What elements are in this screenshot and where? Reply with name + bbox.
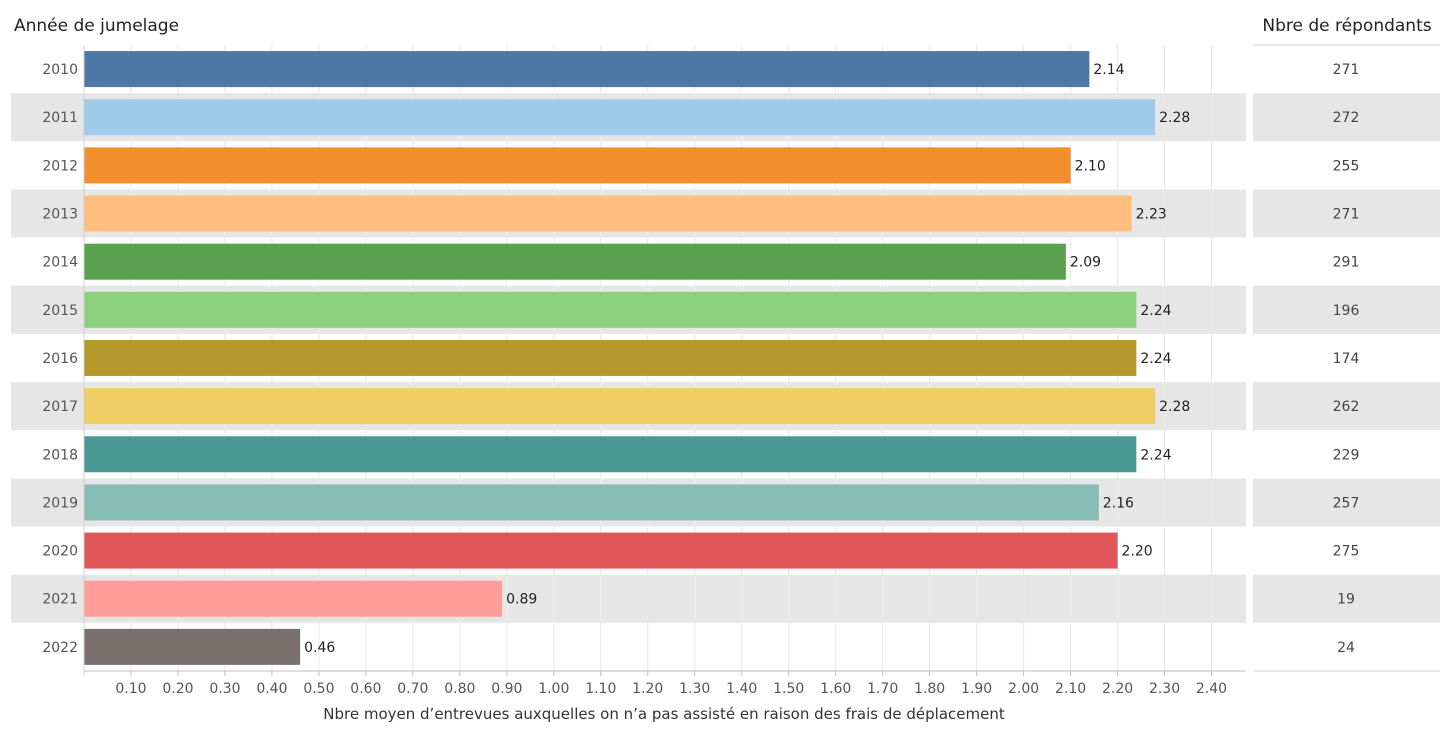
x-axis-title: Nbre moyen d’entrevues auxquelles on n’a…	[323, 705, 1005, 723]
value-label: 2.28	[1159, 399, 1190, 415]
respondents-count: 255	[1333, 158, 1360, 174]
x-tick-label: 1.00	[538, 681, 569, 697]
respondents-count: 271	[1333, 207, 1360, 223]
respondents-count: 196	[1333, 303, 1360, 319]
x-tick-label: 2.20	[1102, 681, 1133, 697]
bar-2016	[84, 339, 1137, 376]
year-label: 2014	[42, 255, 78, 271]
x-tick-label: 1.60	[820, 681, 851, 697]
value-label: 2.24	[1140, 447, 1171, 463]
row-header-title: Année de jumelage	[14, 16, 180, 36]
x-tick-label: 2.30	[1149, 681, 1180, 697]
respondents-count: 272	[1333, 110, 1360, 126]
x-tick-label: 0.80	[444, 681, 475, 697]
year-label: 2015	[42, 303, 78, 319]
bar-2013	[84, 195, 1132, 232]
respondents-count: 262	[1333, 399, 1360, 415]
respondents-count: 257	[1333, 495, 1360, 511]
x-tick-label: 1.20	[632, 681, 663, 697]
value-label: 2.24	[1140, 303, 1171, 319]
year-label: 2018	[42, 447, 78, 463]
count-band	[1253, 93, 1440, 142]
bar-2021	[84, 580, 503, 617]
count-band	[1253, 574, 1440, 623]
year-label: 2019	[42, 495, 78, 511]
x-tick-label: 0.30	[209, 681, 240, 697]
respondents-count: 275	[1333, 544, 1360, 560]
respondents-count: 24	[1337, 640, 1355, 656]
value-label: 2.16	[1103, 495, 1134, 511]
bar-2010	[84, 51, 1090, 88]
bar-2012	[84, 147, 1071, 184]
year-label: 2022	[42, 640, 78, 656]
count-band	[1253, 189, 1440, 238]
respondents-count: 271	[1333, 62, 1360, 78]
x-tick-label: 0.20	[162, 681, 193, 697]
x-tick-label: 1.80	[914, 681, 945, 697]
count-band	[1253, 382, 1440, 431]
x-tick-label: 2.40	[1196, 681, 1227, 697]
x-tick-label: 0.50	[303, 681, 334, 697]
x-tick-label: 1.50	[773, 681, 804, 697]
value-label: 0.89	[506, 592, 537, 608]
x-tick-label: 0.90	[491, 681, 522, 697]
year-label: 2020	[42, 544, 78, 560]
x-tick-label: 0.10	[115, 681, 146, 697]
year-label: 2010	[42, 62, 78, 78]
bars	[84, 51, 1156, 665]
bar-2022	[84, 628, 301, 665]
bar-2019	[84, 484, 1099, 521]
value-label: 2.28	[1159, 110, 1190, 126]
bar-2014	[84, 243, 1066, 280]
year-label: 2013	[42, 207, 78, 223]
x-tick-label: 1.10	[585, 681, 616, 697]
value-label: 0.46	[304, 640, 335, 656]
respondents-count: 291	[1333, 255, 1360, 271]
year-label: 2011	[42, 110, 78, 126]
bar-2017	[84, 388, 1156, 425]
value-label: 2.09	[1070, 255, 1101, 271]
x-tick-label: 0.70	[397, 681, 428, 697]
bar-2011	[84, 99, 1156, 136]
x-tick-label: 1.30	[679, 681, 710, 697]
count-band	[1253, 285, 1440, 334]
value-label: 2.10	[1075, 158, 1106, 174]
year-label: 2012	[42, 158, 78, 174]
x-tick-label: 0.60	[350, 681, 381, 697]
value-label: 2.23	[1136, 207, 1167, 223]
year-label: 2021	[42, 592, 78, 608]
respondents-count: 19	[1337, 592, 1355, 608]
x-tick-label: 0.40	[256, 681, 287, 697]
year-label: 2016	[42, 351, 78, 367]
x-tick-label: 2.10	[1055, 681, 1086, 697]
x-tick-label: 2.00	[1008, 681, 1039, 697]
respondents-header-title: Nbre de répondants	[1262, 16, 1432, 36]
respondents-count: 229	[1333, 447, 1360, 463]
bar-2015	[84, 291, 1137, 328]
x-tick-label: 1.40	[726, 681, 757, 697]
value-label: 2.24	[1140, 351, 1171, 367]
bar-2020	[84, 532, 1118, 569]
x-tick-label: 1.70	[867, 681, 898, 697]
value-label: 2.14	[1093, 62, 1124, 78]
labels: 2010 2.14 271 2011 2.28 272 2012 2.10 255 2013 2.2…	[42, 62, 1359, 656]
value-label: 2.20	[1122, 544, 1153, 560]
respondents-count: 174	[1333, 351, 1360, 367]
count-band	[1253, 478, 1440, 527]
bar-2018	[84, 436, 1137, 473]
year-label: 2017	[42, 399, 78, 415]
x-tick-label: 1.90	[961, 681, 992, 697]
x-axis: 0.10 0.20 0.30 0.40 0.50 0.60 0.70 0.80 0.90 1.00…	[83, 45, 1246, 697]
